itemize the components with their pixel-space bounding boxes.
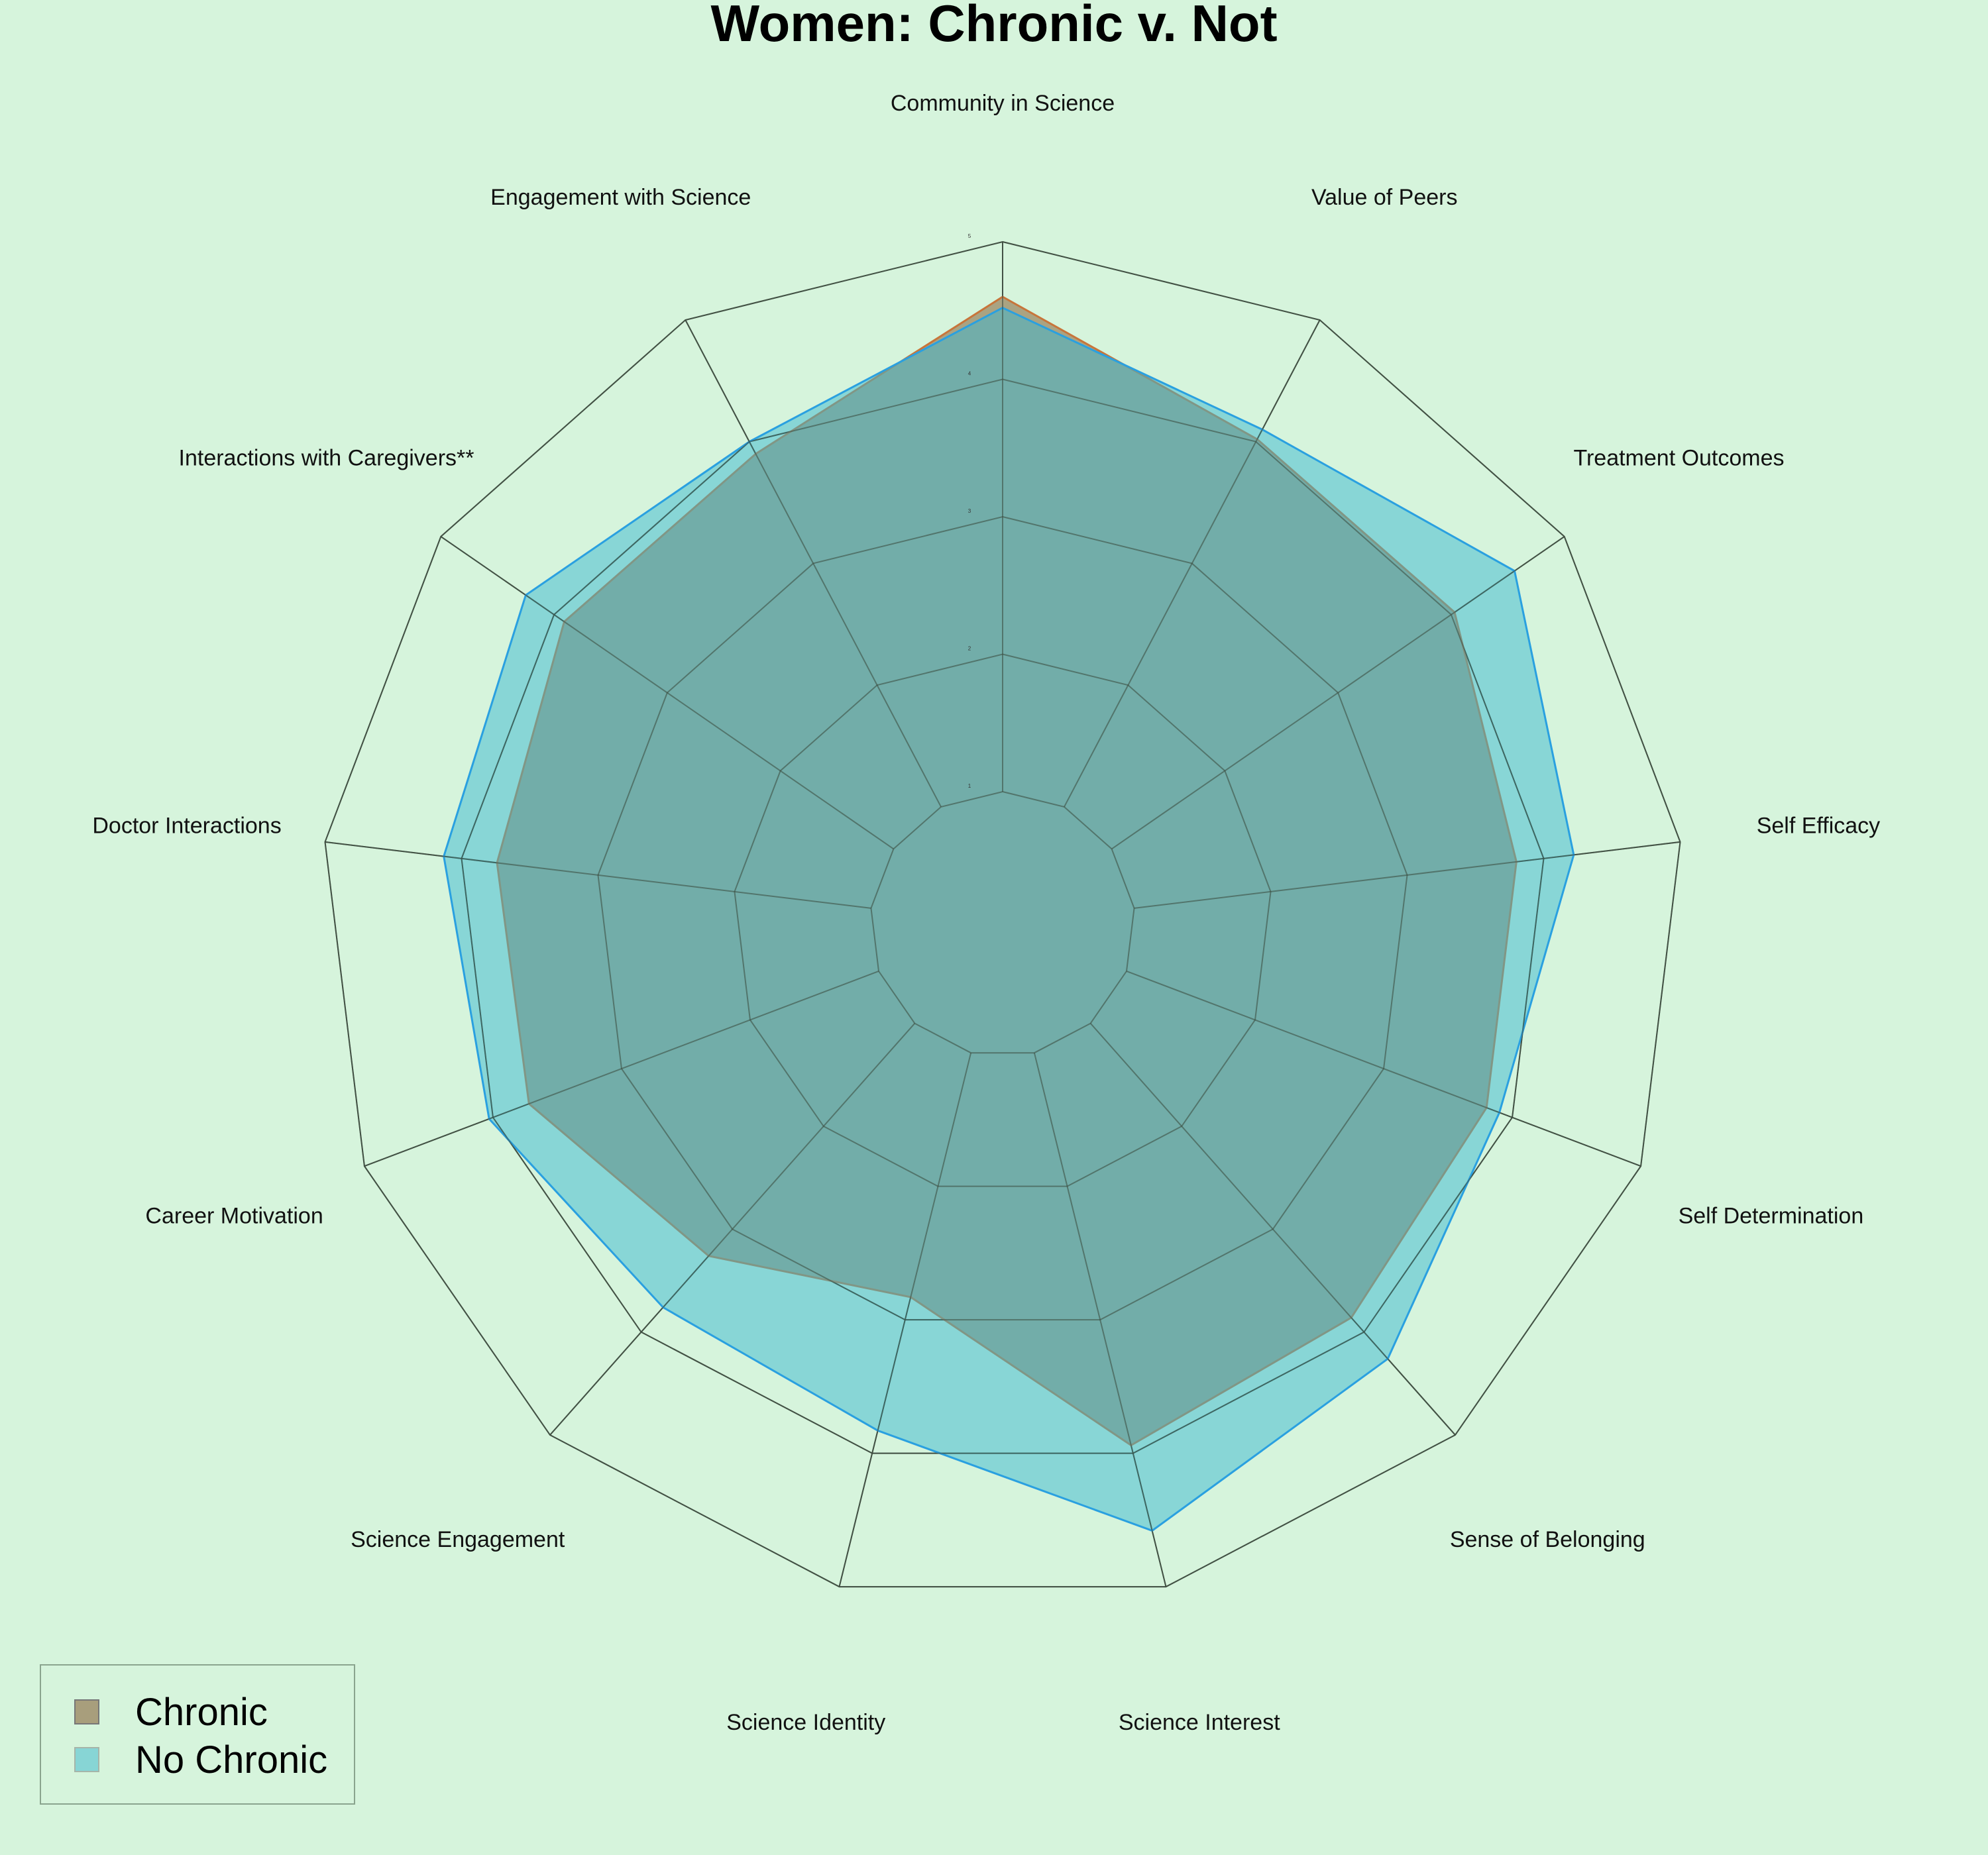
spoke-overlay-10 (325, 841, 871, 909)
radar-axis-labels: Community in Science Value of Peers Treatm… (92, 91, 1880, 1735)
axis-label-doctor-interactions: Doctor Interactions (92, 814, 281, 839)
spoke-overlay-8 (549, 1023, 916, 1436)
tick-label-3: 3 (968, 508, 971, 514)
spoke-overlay-9 (364, 970, 879, 1167)
axis-label-value-of-peers: Value of Peers (1311, 185, 1458, 210)
spoke-overlay-3 (1134, 841, 1681, 909)
series-area-no-chronic (443, 306, 1575, 1532)
tick-label-5: 5 (968, 233, 971, 239)
grid-ring-overlay-3 (597, 515, 1408, 1321)
axis-label-career-motivation: Career Motivation (145, 1204, 323, 1229)
axis-label-self-efficacy: Self Efficacy (1757, 814, 1880, 839)
radar-series (324, 240, 1681, 1588)
grid-ring-overlay-5 (324, 240, 1681, 1588)
axis-label-engagement-with-science: Engagement with Science (490, 185, 751, 210)
spoke-overlay-12 (685, 319, 942, 808)
radar-tick-labels: 1 2 3 4 5 (968, 233, 971, 789)
spoke-overlay-4 (1126, 970, 1641, 1167)
tick-label-1: 1 (968, 783, 971, 789)
axis-label-science-interest: Science Interest (1119, 1710, 1280, 1735)
spoke-overlay-11 (440, 536, 894, 850)
tick-label-2: 2 (968, 646, 971, 652)
grid-ring-overlay-2 (734, 653, 1272, 1187)
grid-ring-overlay-4 (461, 378, 1545, 1454)
legend-swatch-chronic (74, 1699, 99, 1724)
spoke-overlay-2 (1111, 536, 1565, 850)
legend-label-chronic: Chronic (135, 1690, 268, 1734)
spoke-overlay-1 (1064, 319, 1321, 808)
spoke-overlay-5 (1089, 1023, 1456, 1436)
axis-label-self-determination: Self Determination (1679, 1204, 1864, 1229)
spoke-overlay-6 (1033, 1052, 1167, 1587)
axis-label-sense-of-belonging: Sense of Belonging (1450, 1527, 1645, 1552)
chart-title: Women: Chronic v. Not (710, 0, 1278, 52)
legend-label-no-chronic: No Chronic (135, 1738, 328, 1781)
legend-item-no-chronic: No Chronic (74, 1738, 328, 1781)
axis-label-science-engagement: Science Engagement (351, 1527, 565, 1552)
legend: Chronic No Chronic (40, 1664, 355, 1805)
axis-label-interactions-with-caregivers: Interactions with Caregivers** (179, 446, 474, 471)
axis-label-science-identity: Science Identity (726, 1710, 885, 1735)
tick-label-4: 4 (968, 371, 971, 377)
legend-swatch-no-chronic (74, 1747, 99, 1772)
legend-item-chronic: Chronic (74, 1690, 268, 1734)
spoke-overlay-7 (838, 1052, 972, 1587)
grid-ring-overlay-1 (870, 790, 1135, 1054)
axis-label-community-in-science: Community in Science (891, 91, 1115, 116)
axis-label-treatment-outcomes: Treatment Outcomes (1573, 446, 1784, 471)
